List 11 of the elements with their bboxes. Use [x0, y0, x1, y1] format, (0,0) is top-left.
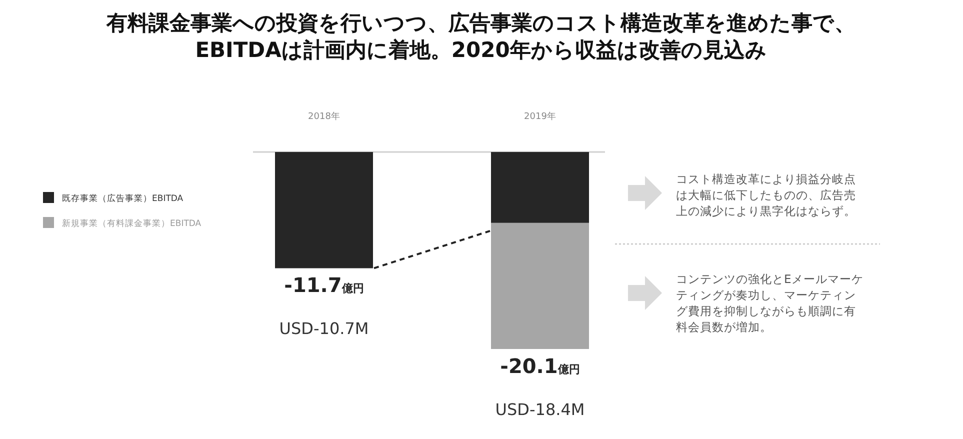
text: コスト構造改革により損益分岐点は大幅に低下したものの、広告売上の減少により黒字化はならず。	[676, 172, 856, 218]
text: -20.1億円	[500, 354, 580, 378]
x-tick-label: 2019年	[524, 111, 556, 122]
legend-label: 新規事業（有料課金事業）EBITDA	[62, 218, 202, 229]
text: USD-18.4M	[495, 400, 585, 419]
x-tick-label: 2018年	[308, 111, 340, 122]
annotation: -11.7億円	[284, 273, 364, 298]
text: コンテンツの強化とEメールマーケティングが奏功し、マーケティング費用を抑制しながらも順調に有料会員数が増加。	[676, 272, 864, 334]
legend-label: 既存事業（広告事業）EBITDA	[62, 193, 184, 204]
chart-title: 有料課金事業への投資を行いつつ、広告事業のコスト構造改革を進めた事で、 EBITDAは計画内に着地。2020年から収益は改善の見込み	[106, 11, 856, 62]
annotation: USD-10.7M	[279, 319, 369, 338]
